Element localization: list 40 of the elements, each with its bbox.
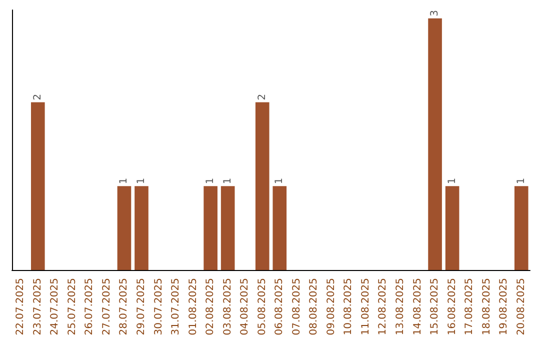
- x-tick-label: 23.07.2025: [32, 278, 44, 336]
- x-tick-label: 04.08.2025: [240, 278, 251, 336]
- data-label: 1: [446, 178, 458, 184]
- x-tick-label: 12.08.2025: [378, 278, 389, 336]
- x-tick-label: 13.08.2025: [395, 278, 406, 336]
- x-tick-label: 05.08.2025: [256, 278, 268, 336]
- x-tick-label: 09.08.2025: [326, 278, 337, 336]
- x-tick-label: 19.08.2025: [498, 278, 510, 336]
- data-label: 3: [430, 10, 441, 16]
- data-label: 1: [136, 178, 147, 184]
- x-tick-label: 18.08.2025: [481, 278, 492, 336]
- x-tick-label: 31.07.2025: [170, 278, 182, 336]
- x-tick-label: 11.08.2025: [360, 278, 372, 336]
- x-tick-label: 17.08.2025: [464, 278, 476, 336]
- x-tick-label: 01.08.2025: [188, 278, 199, 336]
- x-tick-label: 02.08.2025: [205, 278, 216, 336]
- x-tick-label: 14.08.2025: [412, 278, 424, 336]
- x-tick-label: 26.07.2025: [84, 278, 96, 336]
- data-label: 2: [32, 94, 44, 100]
- x-tick-label: 06.08.2025: [274, 278, 286, 336]
- data-label: 1: [205, 178, 216, 184]
- x-tick-label: 25.07.2025: [66, 278, 78, 336]
- x-tick-label: 07.08.2025: [291, 278, 302, 336]
- x-tick-label: 15.08.2025: [430, 278, 441, 336]
- x-tick-label: 24.07.2025: [50, 278, 61, 336]
- data-label: 1: [222, 178, 234, 184]
- x-tick-label: 20.08.2025: [516, 278, 527, 336]
- x-tick-label: 28.07.2025: [118, 278, 130, 336]
- x-tick-label: 30.07.2025: [153, 278, 164, 336]
- x-tick-label: 16.08.2025: [446, 278, 458, 336]
- data-label: 1: [118, 178, 130, 184]
- x-tick-label: 03.08.2025: [222, 278, 234, 336]
- x-tick-label: 22.07.2025: [15, 278, 26, 336]
- x-tick-label: 27.07.2025: [101, 278, 112, 336]
- data-label: 2: [256, 94, 268, 100]
- x-tick-label: 08.08.2025: [308, 278, 320, 336]
- data-label: 1: [516, 178, 527, 184]
- x-tick-label: 29.07.2025: [136, 278, 147, 336]
- x-tick-label: 10.08.2025: [343, 278, 354, 336]
- data-label: 1: [274, 178, 286, 184]
